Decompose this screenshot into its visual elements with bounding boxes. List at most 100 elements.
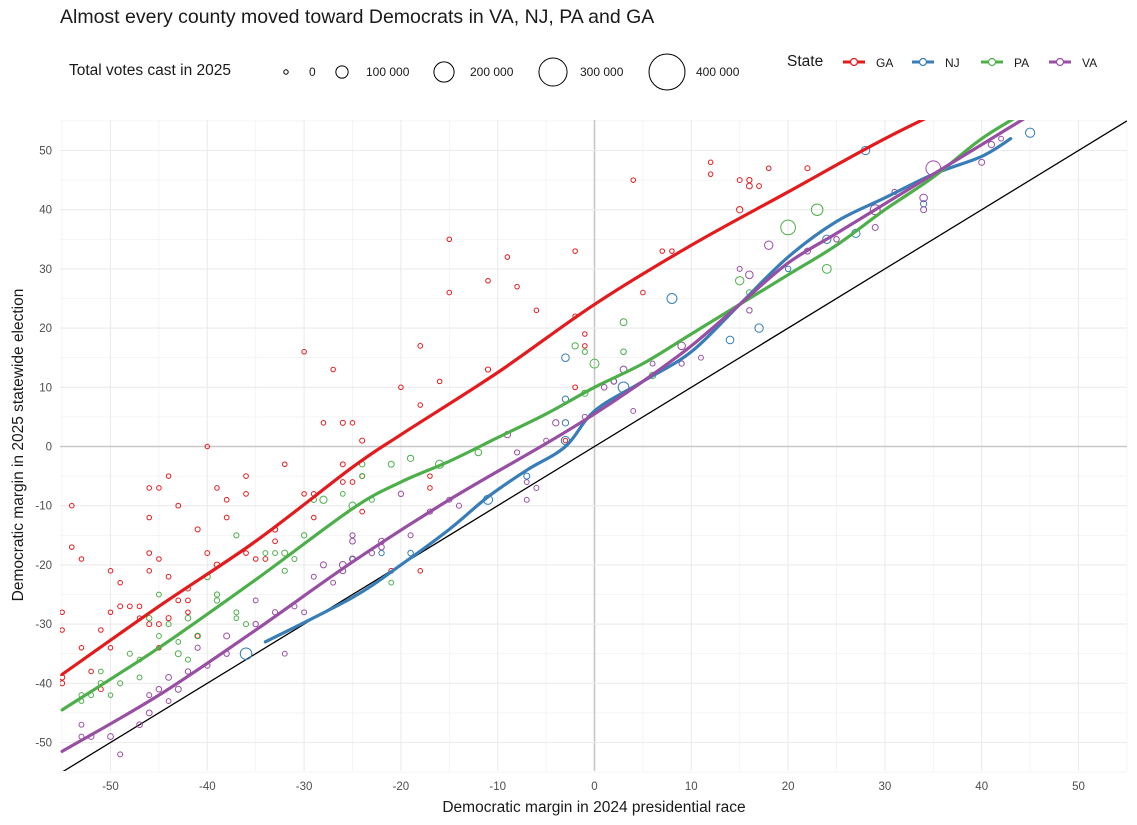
point-va (630, 408, 637, 414)
point-ga (88, 668, 94, 675)
point-ga (214, 485, 220, 491)
point-ga (185, 597, 191, 604)
point-ga (175, 502, 182, 509)
minor-gridlines (60, 120, 1128, 773)
point-ga (339, 479, 346, 485)
y-tick-label: -10 (35, 501, 52, 513)
point-ga (630, 177, 636, 183)
x-tick-label: 20 (782, 781, 795, 793)
y-axis-ticks: -50 -40 -30 -20 -10 0 10 20 30 40 50 (35, 146, 52, 750)
point-ga (359, 437, 366, 444)
point-ga (78, 645, 85, 651)
point-ga (78, 556, 85, 562)
point-va (155, 685, 163, 693)
point-va (736, 265, 743, 272)
size-legend-circle (538, 57, 568, 87)
x-tick-label: -30 (296, 781, 313, 793)
x-tick-label: -10 (489, 781, 506, 793)
state-legend-label-ga: GA (876, 56, 893, 70)
point-va (407, 532, 414, 539)
point-va (117, 751, 124, 758)
point-ga (504, 254, 511, 260)
point-ga (359, 508, 366, 515)
point-ga (117, 603, 124, 610)
point-ga (155, 621, 162, 628)
point-va (319, 561, 327, 569)
point-ga (98, 627, 104, 633)
x-axis-title: Democratic margin in 2024 presidential r… (442, 799, 745, 816)
point-va (330, 579, 337, 586)
state-legend-key-point (849, 57, 859, 67)
point-ga (146, 514, 152, 521)
point-va (746, 307, 753, 314)
size-legend-label: 300 000 (580, 65, 624, 79)
point-ga (417, 402, 424, 408)
point-pa (821, 263, 832, 274)
state-legend-label-pa: PA (1014, 56, 1029, 70)
point-ga (582, 343, 588, 349)
state-legend-key-point (918, 57, 928, 67)
point-va (869, 204, 881, 216)
size-legend-circle (433, 61, 455, 83)
point-va (301, 609, 308, 616)
x-tick-label: 50 (1072, 781, 1085, 793)
point-ga (60, 609, 65, 616)
point-pa (388, 579, 395, 586)
point-ga (60, 680, 66, 687)
point-ga (301, 349, 307, 355)
point-ga (281, 461, 288, 468)
point-ga (446, 289, 453, 296)
point-va (552, 419, 560, 427)
y-tick-label: 30 (39, 264, 52, 276)
point-ga (156, 485, 162, 491)
size-legend-title: Total votes cast in 2025 (69, 62, 231, 79)
size-legend-label: 0 (309, 65, 316, 79)
point-ga (136, 603, 143, 610)
point-pa (262, 550, 269, 556)
point-ga (204, 443, 211, 450)
point-va (513, 449, 521, 456)
point-va (523, 496, 530, 503)
point-va (523, 479, 530, 485)
point-pa (243, 621, 250, 628)
point-ga (339, 419, 346, 426)
point-ga (736, 206, 744, 214)
point-pa (735, 276, 745, 286)
point-ga (436, 378, 443, 385)
point-va (184, 668, 192, 675)
point-ga (262, 556, 269, 562)
point-va (919, 193, 928, 203)
point-ga (804, 165, 811, 172)
point-ga (427, 485, 433, 491)
point-pa (281, 567, 288, 574)
point-nj (239, 647, 253, 660)
point-ga (640, 289, 646, 296)
point-ga (107, 645, 114, 651)
point-ga (669, 248, 675, 254)
point-pa (184, 614, 192, 622)
point-pa (780, 219, 796, 236)
point-ga (165, 615, 172, 622)
point-ga (349, 479, 356, 485)
trend-line-va (60, 120, 1025, 753)
point-va (978, 158, 986, 166)
size-legend-circle (648, 53, 686, 91)
y-axis-title: Democratic margin in 2025 statewide elec… (10, 289, 27, 602)
point-ga (446, 236, 453, 243)
point-ga (756, 183, 762, 189)
point-ga (301, 491, 307, 497)
point-ga (417, 343, 424, 349)
point-ga (272, 538, 278, 545)
point-pa (589, 358, 600, 369)
point-va (223, 632, 231, 640)
point-ga (398, 384, 404, 391)
point-va (698, 354, 704, 361)
x-axis-ticks: -50 -40 -30 -20 -10 0 10 20 30 40 50 (102, 781, 1085, 793)
point-nj (561, 419, 570, 427)
point-pa (175, 639, 182, 645)
point-ga (417, 568, 424, 574)
y-tick-label: -50 (35, 738, 52, 750)
y-tick-label: -20 (35, 560, 52, 572)
point-ga (320, 420, 327, 426)
